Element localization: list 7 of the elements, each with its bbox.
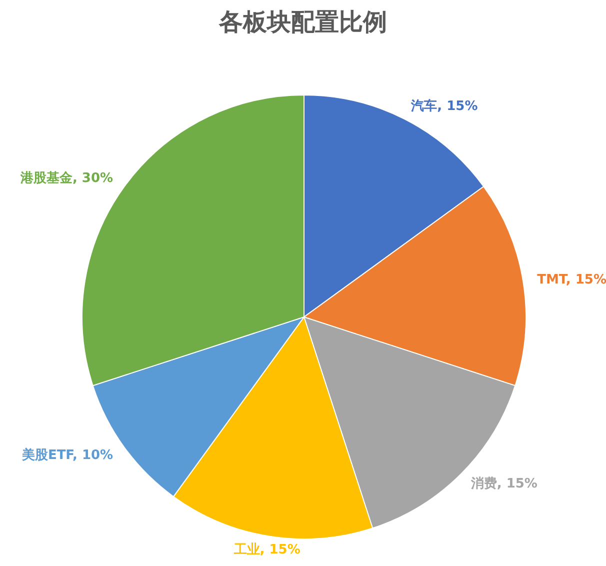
slice-label: 工业, 15% [232,542,300,558]
slice-label: 港股基金, 30% [19,170,114,186]
slice-label: 汽车, 15% [410,98,478,114]
chart-title: 各板块配置比例 [218,8,387,36]
slice-label: 消费, 15% [470,476,538,492]
slice-label: 美股ETF, 10% [20,447,114,464]
slice-label: TMT, 15% [537,272,606,288]
